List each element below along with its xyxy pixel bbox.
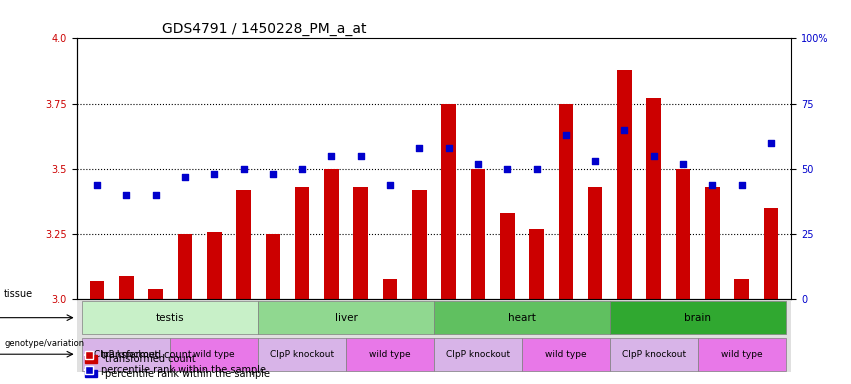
Bar [148,289,163,300]
Text: ClpP knockout: ClpP knockout [94,350,158,359]
Point [178,174,191,180]
Text: ClpP knockout: ClpP knockout [622,350,686,359]
Point [559,132,573,138]
Point [266,171,280,177]
Bar [442,104,456,300]
FancyBboxPatch shape [83,338,170,371]
Point [149,192,163,198]
Text: brain: brain [684,313,711,323]
Bar [734,278,749,300]
Point [618,127,631,133]
FancyBboxPatch shape [434,338,522,371]
FancyBboxPatch shape [698,338,785,371]
Point [734,182,748,188]
Point [325,153,339,159]
Text: ClpP knockout: ClpP knockout [270,350,334,359]
FancyBboxPatch shape [83,301,258,334]
Bar [324,169,339,300]
FancyBboxPatch shape [610,338,698,371]
FancyBboxPatch shape [258,338,346,371]
Text: wild type: wild type [369,350,411,359]
Bar [763,208,779,300]
Point [529,166,543,172]
Text: wild type: wild type [545,350,586,359]
Point [647,153,660,159]
Legend: transformed count, percentile rank within the sample: transformed count, percentile rank withi… [82,350,274,383]
Point [471,161,485,167]
Text: testis: testis [156,313,185,323]
Point [500,166,514,172]
Text: genotype/variation: genotype/variation [4,339,84,348]
Point [90,182,104,188]
Text: liver: liver [334,313,357,323]
Point [764,140,778,146]
FancyBboxPatch shape [434,301,610,334]
Bar [588,187,603,300]
Bar [617,70,631,300]
Bar [89,281,105,300]
Point [705,182,719,188]
Point [208,171,221,177]
FancyBboxPatch shape [610,301,785,334]
Text: wild type: wild type [721,350,762,359]
FancyBboxPatch shape [346,338,434,371]
Bar [266,234,280,300]
Bar [558,104,574,300]
Bar [529,229,544,300]
FancyBboxPatch shape [522,338,610,371]
Bar [178,234,192,300]
Bar [705,187,720,300]
Point [442,145,455,151]
Point [677,161,690,167]
Bar [353,187,368,300]
Bar [647,98,661,300]
Point [354,153,368,159]
Point [413,145,426,151]
Bar [237,190,251,300]
Bar [500,213,515,300]
Bar [471,169,485,300]
Bar [676,169,690,300]
Legend: transformed count, percentile rank within the sample: transformed count, percentile rank withi… [82,346,270,379]
FancyBboxPatch shape [258,301,434,334]
Text: heart: heart [508,313,536,323]
Point [383,182,397,188]
Text: tissue: tissue [4,289,33,299]
Point [120,192,134,198]
Bar [119,276,134,300]
Bar [383,278,397,300]
Point [295,166,309,172]
Point [237,166,250,172]
Text: GDS4791 / 1450228_PM_a_at: GDS4791 / 1450228_PM_a_at [163,22,367,36]
Bar [294,187,310,300]
Text: wild type: wild type [193,350,235,359]
FancyBboxPatch shape [170,338,258,371]
Text: ClpP knockout: ClpP knockout [446,350,510,359]
Bar [412,190,426,300]
Point [588,158,602,164]
Bar [207,232,221,300]
